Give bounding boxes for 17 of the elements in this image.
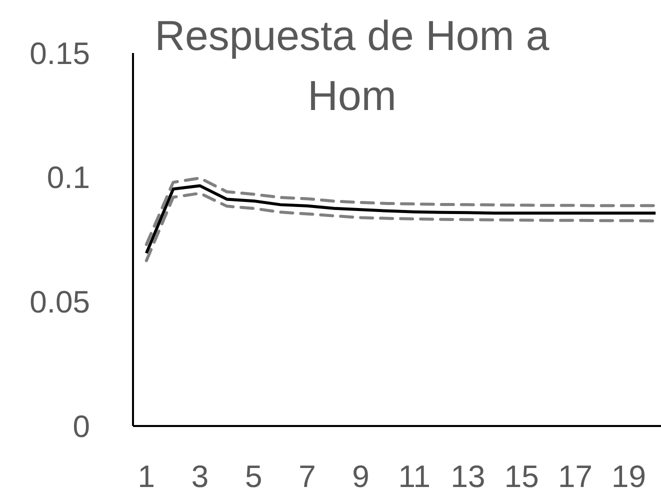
y-tick-label: 0.15 <box>30 36 90 71</box>
x-tick-label: 17 <box>558 458 592 494</box>
x-tick-label: 19 <box>612 458 646 494</box>
line-series <box>144 184 658 255</box>
x-tick-label: 5 <box>244 458 262 494</box>
x-tick-label: 9 <box>352 458 370 494</box>
x-tick-label: 15 <box>504 458 539 494</box>
x-tick-label: 11 <box>398 458 430 494</box>
x-tick-label: 13 <box>450 458 486 494</box>
y-tick-label: 0 <box>72 408 90 444</box>
line-series <box>144 176 658 246</box>
y-tick-label: 0.1 <box>46 160 90 196</box>
x-tick-label: 3 <box>191 458 209 494</box>
x-tick-label: 1 <box>138 458 156 494</box>
y-tick-label: 0.05 <box>30 284 90 320</box>
x-tick-label: 7 <box>298 458 316 494</box>
chart-title: Respuesta de Hom a Hom <box>154 12 550 119</box>
